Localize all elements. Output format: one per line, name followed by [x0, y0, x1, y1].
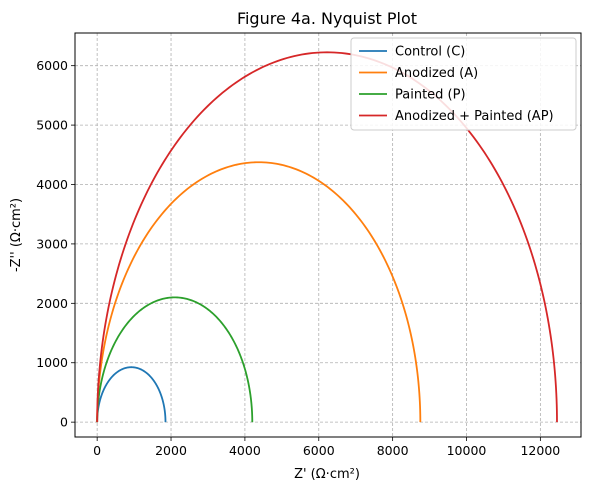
plot-frame	[74, 32, 582, 438]
legend-box	[350, 37, 577, 131]
legend: Control (C) Anodized (A) Painted (P) Anodiz…	[350, 37, 577, 131]
series-line	[96, 51, 558, 423]
legend-label: Painted (P)	[395, 88, 466, 103]
x-tick-label: 6000	[303, 443, 335, 458]
y-axis-ticks: 0 1000 2000 3000 4000 5000 6000	[36, 58, 75, 430]
y-tick-label: 5000	[36, 118, 68, 133]
y-tick-label: 6000	[36, 58, 68, 73]
x-tick-label: 8000	[377, 443, 409, 458]
legend-label: Anodized + Painted (AP)	[395, 109, 554, 124]
chart-title: Figure 4a. Nyquist Plot	[237, 9, 417, 28]
y-tick-label: 2000	[36, 296, 68, 311]
y-axis-label: -Z'' (Ω·cm²)	[9, 198, 24, 272]
x-tick-label: 0	[93, 443, 101, 458]
x-tick-label: 2000	[155, 443, 187, 458]
y-tick-label: 4000	[36, 177, 68, 192]
legend-label: Control (C)	[395, 45, 465, 60]
legend-label: Anodized (A)	[395, 66, 478, 81]
series-group	[96, 51, 558, 423]
x-tick-label: 10000	[447, 443, 487, 458]
series-line	[96, 366, 167, 423]
y-tick-label: 1000	[36, 355, 68, 370]
series-line	[96, 296, 254, 423]
series-line	[96, 161, 422, 423]
x-tick-label: 12000	[520, 443, 560, 458]
x-axis-ticks: 0 2000 4000 6000 8000 10000 12000	[93, 437, 560, 458]
y-tick-label: 3000	[36, 236, 68, 251]
x-axis-label: Z' (Ω·cm²)	[294, 467, 360, 482]
x-tick-label: 4000	[229, 443, 261, 458]
y-tick-label: 0	[60, 415, 68, 430]
